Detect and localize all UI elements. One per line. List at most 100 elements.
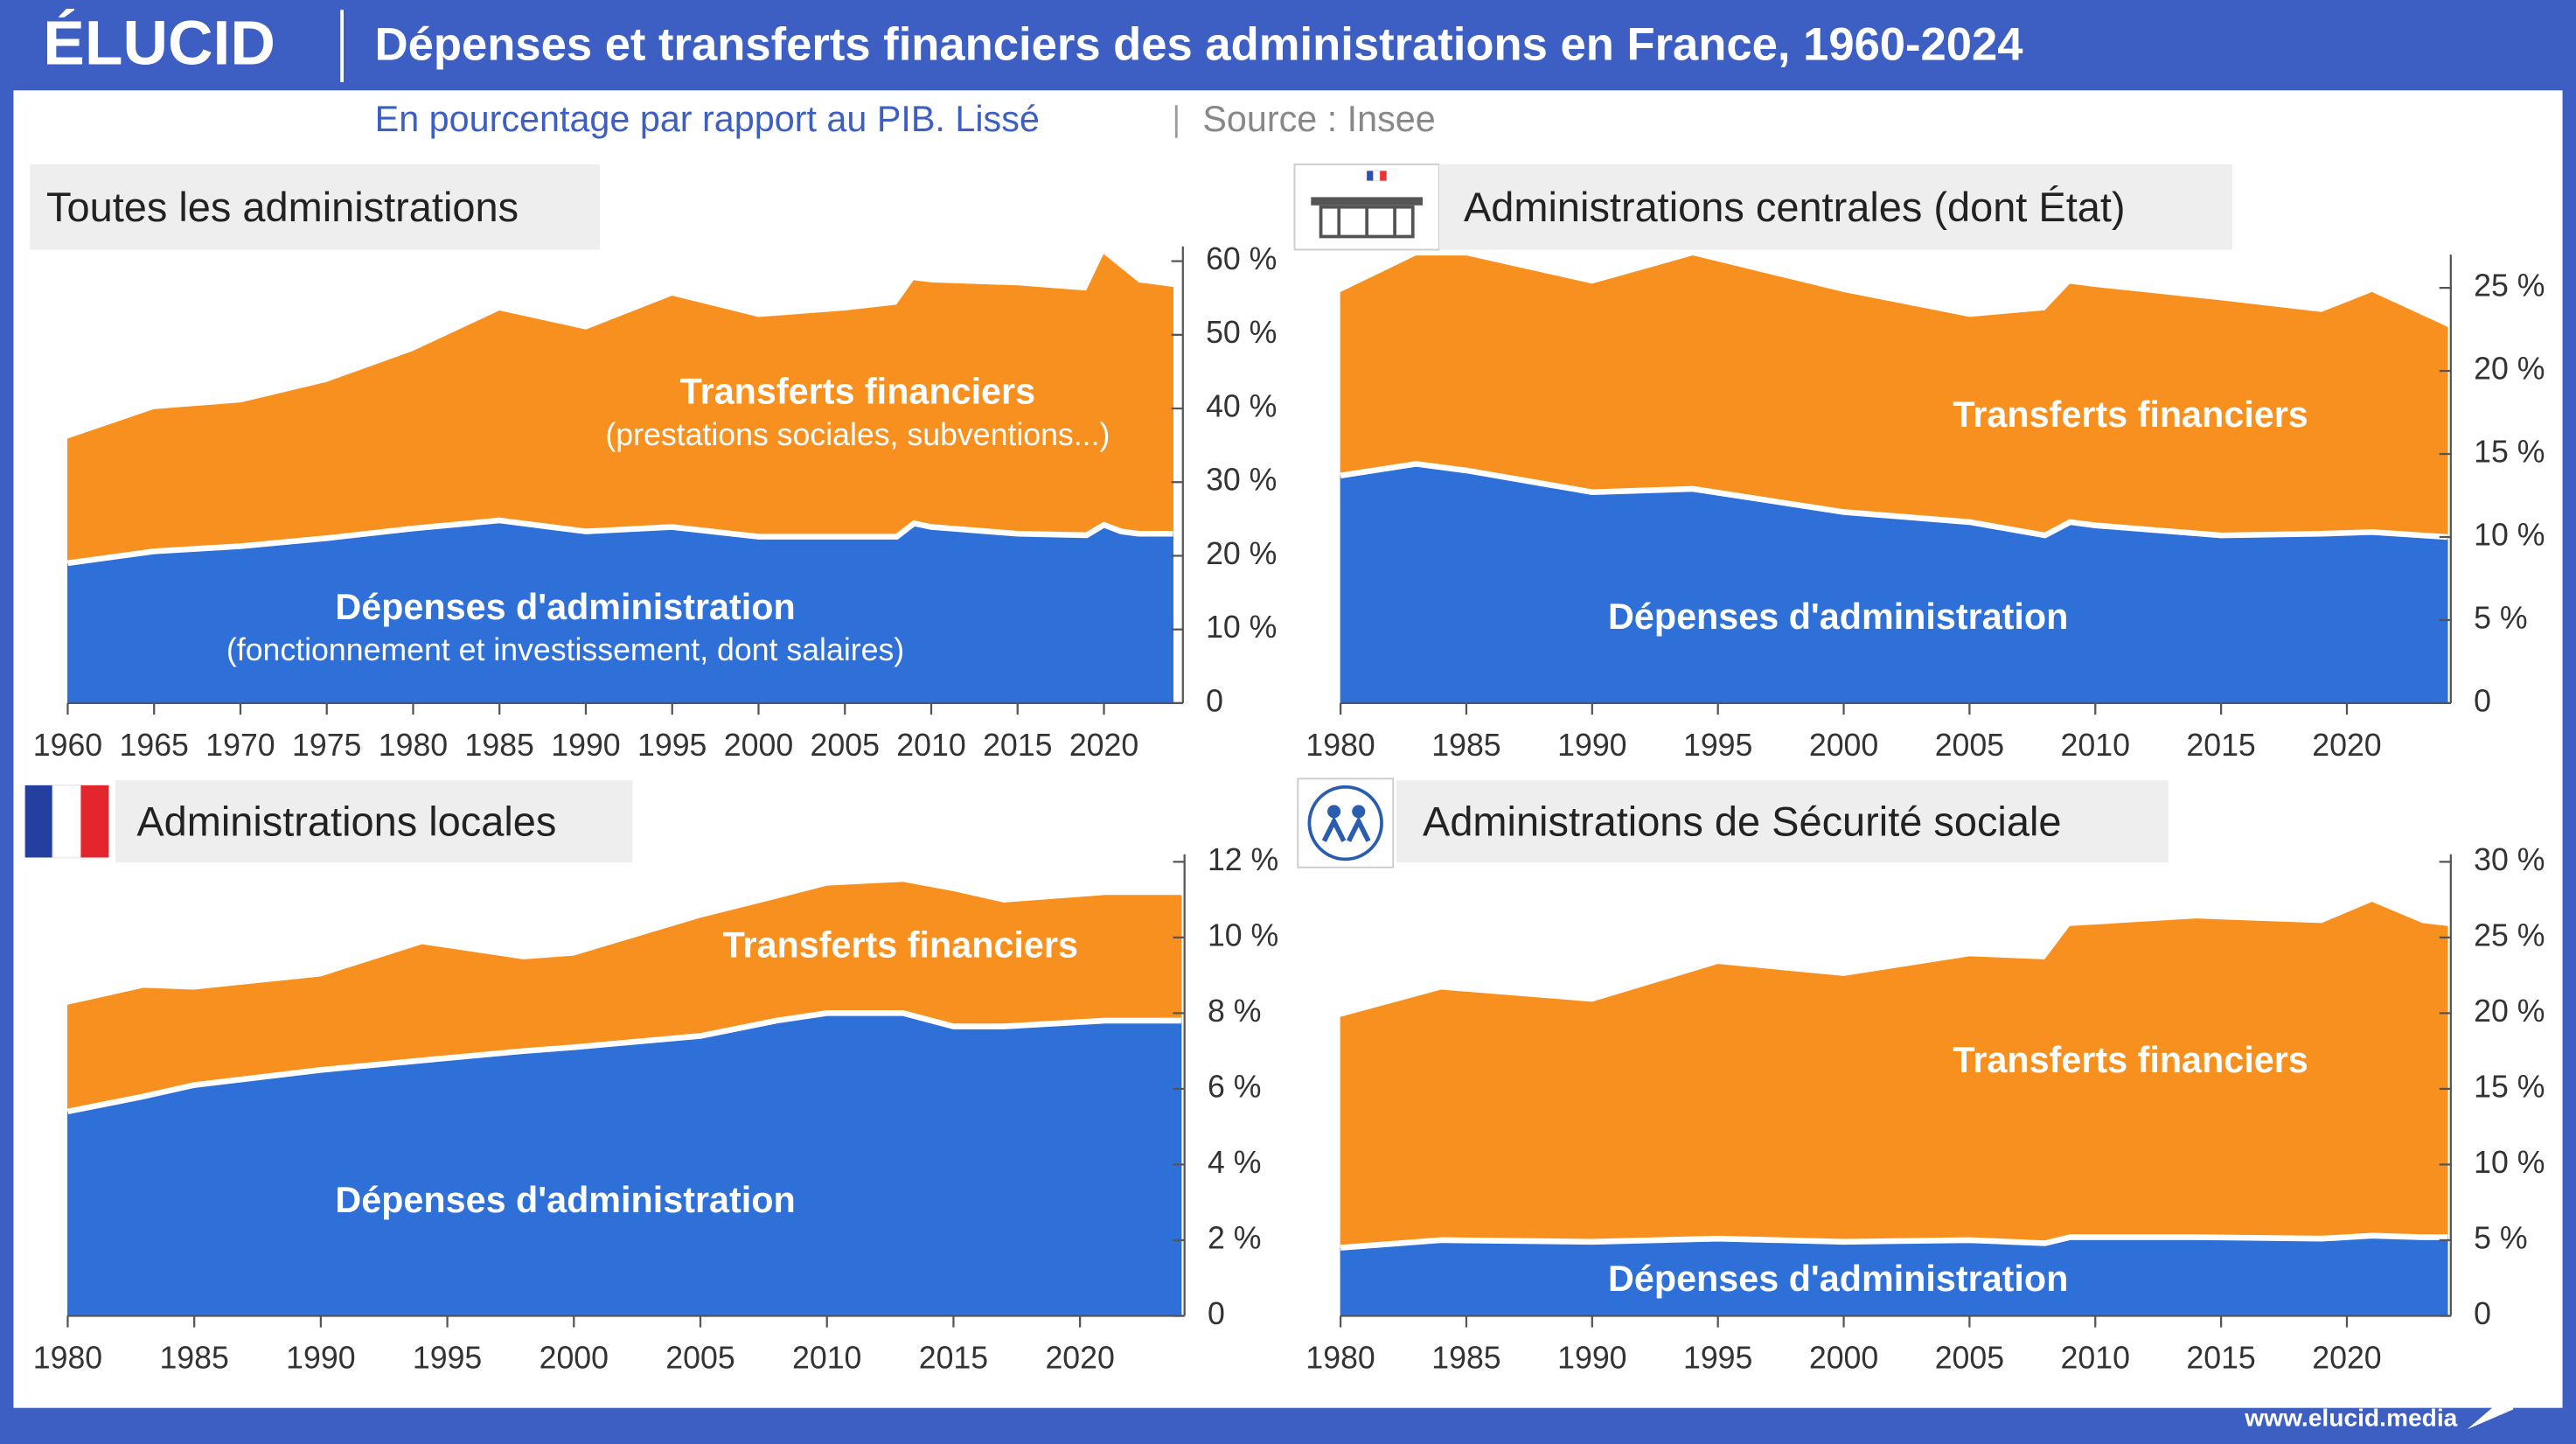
y-tick-label: 12 % xyxy=(1208,842,1278,877)
y-tick-label: 10 % xyxy=(2474,1145,2545,1180)
x-tick-label: 1965 xyxy=(120,728,189,763)
y-tick-label: 60 % xyxy=(1206,241,1277,276)
y-tick-label: 10 % xyxy=(2474,517,2545,552)
y-tick-label: 25 % xyxy=(2474,269,2545,303)
y-tick-label: 15 % xyxy=(2474,434,2545,469)
y-tick-label: 20 % xyxy=(1206,536,1277,571)
series-label: Dépenses d'administration xyxy=(335,1180,795,1220)
y-tick-label: 8 % xyxy=(1208,994,1261,1029)
area-edge xyxy=(1340,902,2448,1019)
y-tick-label: 6 % xyxy=(1208,1069,1261,1104)
x-tick-label: 2000 xyxy=(1809,1341,1878,1376)
area-edge xyxy=(66,1010,1181,1115)
x-tick-label: 1980 xyxy=(1305,728,1375,763)
chart-title: Administrations de Sécurité sociale xyxy=(1423,798,2062,844)
x-tick-label: 1980 xyxy=(33,1341,102,1376)
series-label: Dépenses d'administration xyxy=(335,587,795,627)
series-label: Dépenses d'administration xyxy=(1608,596,2068,637)
y-tick-label: 5 % xyxy=(2474,1220,2527,1255)
footer: www.elucid.media xyxy=(2244,1403,2457,1431)
x-tick-label: 2020 xyxy=(1045,1341,1114,1376)
y-tick-label: 2 % xyxy=(1208,1220,1261,1255)
page-title: Dépenses et transferts financiers des ad… xyxy=(375,18,2023,70)
x-tick-label: 2020 xyxy=(2312,728,2381,763)
chart-title: Administrations centrales (dont État) xyxy=(1464,184,2126,230)
chart-title-box xyxy=(30,164,601,250)
x-tick-label: 2000 xyxy=(724,728,793,763)
y-tick-label: 15 % xyxy=(2474,1069,2545,1104)
y-tick-label: 0 xyxy=(2474,683,2491,718)
x-tick-label: 1960 xyxy=(33,728,102,763)
y-tick-label: 50 % xyxy=(1206,315,1277,350)
area-edge xyxy=(1340,461,2448,541)
y-tick-label: 4 % xyxy=(1208,1145,1261,1180)
x-tick-label: 2010 xyxy=(2061,728,2130,763)
y-tick-label: 10 % xyxy=(1206,610,1277,645)
x-tick-label: 2005 xyxy=(1935,728,2004,763)
x-tick-label: 1970 xyxy=(205,728,275,763)
x-tick-label: 2005 xyxy=(665,1341,735,1376)
y-tick-label: 25 % xyxy=(2474,917,2545,952)
chart-title: Administrations locales xyxy=(136,798,556,844)
x-tick-label: 1990 xyxy=(1557,1341,1626,1376)
x-tick-label: 1990 xyxy=(286,1341,355,1376)
x-tick-label: 2005 xyxy=(811,728,880,763)
area-edge xyxy=(67,254,1173,441)
x-tick-label: 2010 xyxy=(896,728,965,763)
y-tick-label: 30 % xyxy=(1206,463,1277,498)
x-tick-label: 2015 xyxy=(2186,1341,2255,1376)
y-tick-label: 10 % xyxy=(1208,917,1278,952)
chart-title-box xyxy=(115,780,633,863)
y-tick-label: 40 % xyxy=(1206,388,1277,423)
series-label: Dépenses d'administration xyxy=(1608,1259,2068,1299)
chart-title-box xyxy=(1438,164,2233,250)
x-tick-label: 1980 xyxy=(1305,1341,1375,1376)
series-label: Transferts financiers xyxy=(723,925,1078,966)
x-tick-label: 1995 xyxy=(1683,728,1752,763)
y-tick-label: 20 % xyxy=(2474,351,2545,386)
x-tick-label: 2015 xyxy=(2186,728,2255,763)
x-tick-label: 1995 xyxy=(637,728,707,763)
x-tick-label: 2015 xyxy=(983,728,1052,763)
x-tick-label: 2020 xyxy=(2312,1341,2381,1376)
area-edge xyxy=(1340,1232,2448,1251)
x-tick-label: 1990 xyxy=(1557,728,1626,763)
x-tick-label: 1985 xyxy=(1431,1341,1500,1376)
y-tick-label: 5 % xyxy=(2474,600,2527,635)
secu-icon xyxy=(1297,778,1395,868)
building-icon xyxy=(1293,163,1440,251)
chart-title: Toutes les administrations xyxy=(46,184,519,230)
y-tick-label: 20 % xyxy=(2474,994,2545,1029)
series-label: Transferts financiers xyxy=(680,372,1035,412)
series-label: Transferts financiers xyxy=(1953,1040,2308,1080)
y-tick-label: 0 xyxy=(2474,1296,2491,1331)
area-edge xyxy=(67,882,1181,1007)
x-tick-label: 1985 xyxy=(465,728,534,763)
series-sublabel: (prestations sociales, subventions...) xyxy=(605,417,1110,452)
series-label: Transferts financiers xyxy=(1953,394,2308,435)
brand: ÉLUCID xyxy=(43,7,275,78)
x-tick-label: 2005 xyxy=(1935,1341,2004,1376)
area-edge xyxy=(66,517,1173,567)
series-sublabel: (fonctionnement et investissement, dont … xyxy=(226,632,904,667)
x-tick-label: 1985 xyxy=(159,1341,228,1376)
x-tick-label: 1990 xyxy=(551,728,620,763)
y-tick-label: 0 xyxy=(1208,1296,1225,1331)
flag-icon xyxy=(24,784,109,859)
area-edge xyxy=(1340,255,2448,329)
y-tick-label: 0 xyxy=(1206,683,1223,718)
source: Source : Insee xyxy=(1202,99,1435,139)
x-tick-label: 2010 xyxy=(792,1341,861,1376)
x-tick-label: 1995 xyxy=(1683,1341,1752,1376)
x-tick-label: 1980 xyxy=(379,728,448,763)
subtitle: En pourcentage par rapport au PIB. Lissé xyxy=(375,99,1040,139)
x-tick-label: 1995 xyxy=(413,1341,482,1376)
x-tick-label: 2000 xyxy=(540,1341,609,1376)
x-tick-label: 2020 xyxy=(1069,728,1138,763)
x-tick-label: 2000 xyxy=(1809,728,1878,763)
x-tick-label: 2010 xyxy=(2061,1341,2130,1376)
x-tick-label: 1975 xyxy=(292,728,361,763)
x-tick-label: 2015 xyxy=(919,1341,988,1376)
chart-title-box xyxy=(1396,780,2169,863)
